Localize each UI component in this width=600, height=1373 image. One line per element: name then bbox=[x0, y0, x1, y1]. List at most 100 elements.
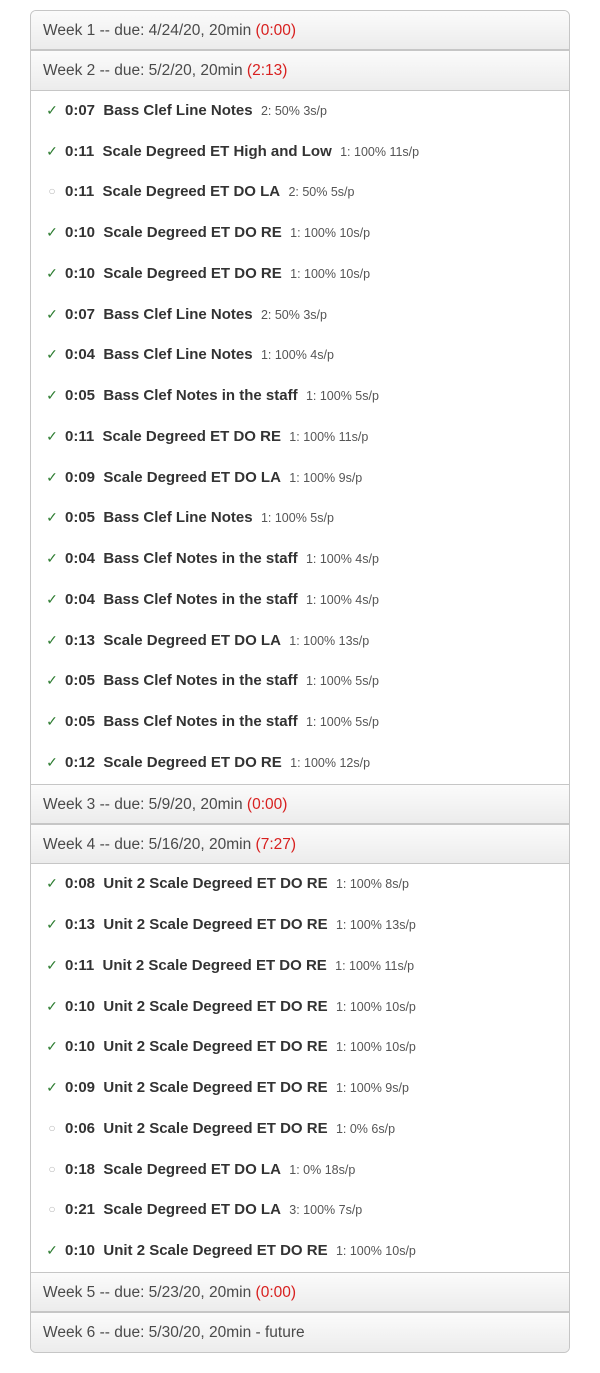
exercise-row[interactable]: ✓0:10 Scale Degreed ET DO RE 1: 100% 10s… bbox=[31, 213, 569, 254]
check-icon: ✓ bbox=[45, 509, 59, 527]
exercise-time: 0:07 bbox=[65, 306, 95, 323]
exercise-time: 0:12 bbox=[65, 754, 95, 771]
week-header[interactable]: Week 3 -- due: 5/9/20, 20min (0:00) bbox=[31, 784, 569, 824]
check-icon: ✓ bbox=[45, 672, 59, 690]
exercise-stats: 1: 100% 10s/p bbox=[336, 1000, 416, 1014]
exercise-time: 0:07 bbox=[65, 102, 95, 119]
exercise-time: 0:10 bbox=[65, 265, 95, 282]
exercise-time: 0:09 bbox=[65, 1079, 95, 1096]
exercise-row[interactable]: ✓0:05 Bass Clef Notes in the staff 1: 10… bbox=[31, 702, 569, 743]
check-icon: ✓ bbox=[45, 754, 59, 772]
exercise-title: Unit 2 Scale Degreed ET DO RE bbox=[103, 998, 327, 1015]
exercise-row[interactable]: ✓0:10 Unit 2 Scale Degreed ET DO RE 1: 1… bbox=[31, 1231, 569, 1272]
exercise-stats: 1: 100% 10s/p bbox=[290, 267, 370, 281]
exercise-time: 0:11 bbox=[65, 183, 94, 200]
exercise-title: Bass Clef Line Notes bbox=[103, 102, 252, 119]
exercise-title: Unit 2 Scale Degreed ET DO RE bbox=[103, 1242, 327, 1259]
week-header[interactable]: Week 6 -- due: 5/30/20, 20min - future bbox=[31, 1312, 569, 1351]
exercise-time: 0:06 bbox=[65, 1120, 95, 1137]
exercise-stats: 1: 100% 9s/p bbox=[289, 471, 362, 485]
exercise-time: 0:10 bbox=[65, 1038, 95, 1055]
week-header[interactable]: Week 5 -- due: 5/23/20, 20min (0:00) bbox=[31, 1272, 569, 1312]
check-icon: ✓ bbox=[45, 387, 59, 405]
exercise-time: 0:13 bbox=[65, 916, 95, 933]
exercise-row[interactable]: ○0:18 Scale Degreed ET DO LA 1: 0% 18s/p bbox=[31, 1150, 569, 1191]
check-icon: ✓ bbox=[45, 224, 59, 242]
exercise-row[interactable]: ✓0:13 Scale Degreed ET DO LA 1: 100% 13s… bbox=[31, 621, 569, 662]
exercise-stats: 1: 100% 13s/p bbox=[289, 634, 369, 648]
exercise-row[interactable]: ✓0:12 Scale Degreed ET DO RE 1: 100% 12s… bbox=[31, 743, 569, 784]
exercise-stats: 2: 50% 5s/p bbox=[288, 185, 354, 199]
circle-icon: ○ bbox=[45, 1163, 59, 1175]
exercise-row[interactable]: ✓0:07 Bass Clef Line Notes 2: 50% 3s/p bbox=[31, 295, 569, 336]
exercise-title: Unit 2 Scale Degreed ET DO RE bbox=[103, 1120, 327, 1137]
exercise-stats: 1: 100% 13s/p bbox=[336, 918, 416, 932]
exercise-row[interactable]: ○ 0:06 Unit 2 Scale Degreed ET DO RE 1: 0… bbox=[31, 1109, 569, 1150]
exercise-stats: 1: 100% 11s/p bbox=[289, 430, 368, 444]
week-header[interactable]: Week 4 -- due: 5/16/20, 20min (7:27) bbox=[31, 824, 569, 864]
exercise-row[interactable]: ✓0:04 Bass Clef Notes in the staff 1: 10… bbox=[31, 539, 569, 580]
exercise-row[interactable]: ✓ 0:11 Scale Degreed ET DO RE 1: 100% 11s… bbox=[31, 417, 569, 458]
exercise-title: Bass Clef Line Notes bbox=[103, 509, 252, 526]
exercise-time: 0:11 bbox=[65, 428, 94, 445]
exercise-row[interactable]: ○0:21 Scale Degreed ET DO LA 3: 100% 7s/… bbox=[31, 1190, 569, 1231]
exercise-row[interactable]: ✓0:05 Bass Clef Notes in the staff 1: 10… bbox=[31, 376, 569, 417]
exercise-title: Unit 2 Scale Degreed ET DO RE bbox=[103, 1079, 327, 1096]
exercise-title: Scale Degreed ET DO LA bbox=[103, 1161, 281, 1178]
week-header-time: (2:13) bbox=[247, 62, 288, 79]
exercise-row[interactable]: ✓0:04 Bass Clef Notes in the staff 1: 10… bbox=[31, 580, 569, 621]
exercise-row[interactable]: ✓0:11 Scale Degreed ET High and Low 1: 1… bbox=[31, 132, 569, 173]
exercise-row[interactable]: ✓ 0:07 Bass Clef Line Notes 2: 50% 3s/p bbox=[31, 91, 569, 132]
check-icon: ✓ bbox=[45, 957, 59, 975]
exercise-stats: 2: 50% 3s/p bbox=[261, 308, 327, 322]
check-icon: ✓ bbox=[45, 550, 59, 568]
check-icon: ✓ bbox=[45, 632, 59, 650]
week-header[interactable]: Week 2 -- due: 5/2/20, 20min (2:13) bbox=[31, 50, 569, 90]
circle-icon: ○ bbox=[45, 1203, 59, 1215]
exercise-row[interactable]: ○0:11 Scale Degreed ET DO LA 2: 50% 5s/p bbox=[31, 172, 569, 213]
exercise-row[interactable]: ✓0:13 Unit 2 Scale Degreed ET DO RE 1: 1… bbox=[31, 905, 569, 946]
check-icon: ✓ bbox=[45, 102, 59, 120]
exercise-title: Scale Degreed ET DO LA bbox=[103, 469, 281, 486]
exercise-row[interactable]: ✓0:05 Bass Clef Line Notes 1: 100% 5s/p bbox=[31, 498, 569, 539]
exercise-title: Unit 2 Scale Degreed ET DO RE bbox=[103, 1038, 327, 1055]
exercise-row[interactable]: ✓0:11 Unit 2 Scale Degreed ET DO RE 1: 1… bbox=[31, 946, 569, 987]
week-header-time: (0:00) bbox=[256, 22, 297, 39]
exercise-title: Unit 2 Scale Degreed ET DO RE bbox=[103, 875, 327, 892]
exercise-title: Bass Clef Line Notes bbox=[103, 346, 252, 363]
exercise-row[interactable]: ✓0:10 Unit 2 Scale Degreed ET DO RE 1: 1… bbox=[31, 1027, 569, 1068]
exercise-time: 0:09 bbox=[65, 469, 95, 486]
exercise-time: 0:08 bbox=[65, 875, 95, 892]
check-icon: ✓ bbox=[45, 916, 59, 934]
week-header-label: Week 4 -- due: 5/16/20, 20min bbox=[43, 836, 256, 853]
exercise-stats: 1: 100% 5s/p bbox=[306, 389, 379, 403]
exercise-row[interactable]: ✓0:08 Unit 2 Scale Degreed ET DO RE 1: 1… bbox=[31, 864, 569, 905]
exercise-row[interactable]: ✓0:09 Scale Degreed ET DO LA 1: 100% 9s/… bbox=[31, 458, 569, 499]
check-icon: ✓ bbox=[45, 428, 59, 446]
exercise-row[interactable]: ✓0:05 Bass Clef Notes in the staff 1: 10… bbox=[31, 661, 569, 702]
exercise-stats: 2: 50% 3s/p bbox=[261, 104, 327, 118]
exercise-title: Bass Clef Notes in the staff bbox=[103, 550, 297, 567]
exercise-time: 0:11 bbox=[65, 143, 94, 160]
exercise-time: 0:10 bbox=[65, 1242, 95, 1259]
exercise-title: Scale Degreed ET DO LA bbox=[103, 632, 281, 649]
week-header[interactable]: Week 1 -- due: 4/24/20, 20min (0:00) bbox=[31, 11, 569, 50]
week-header-label: Week 1 -- due: 4/24/20, 20min bbox=[43, 22, 256, 39]
circle-icon: ○ bbox=[45, 185, 59, 197]
exercise-title: Bass Clef Notes in the staff bbox=[103, 591, 297, 608]
circle-icon: ○ bbox=[45, 1122, 59, 1134]
exercise-row[interactable]: ✓0:04 Bass Clef Line Notes 1: 100% 4s/p bbox=[31, 335, 569, 376]
check-icon: ✓ bbox=[45, 591, 59, 609]
exercise-title: Scale Degreed ET DO RE bbox=[103, 265, 281, 282]
exercise-row[interactable]: ✓0:10 Scale Degreed ET DO RE 1: 100% 10s… bbox=[31, 254, 569, 295]
week-header-label: Week 3 -- due: 5/9/20, 20min bbox=[43, 796, 247, 813]
exercise-stats: 1: 100% 5s/p bbox=[306, 715, 379, 729]
exercise-row[interactable]: ✓0:10 Unit 2 Scale Degreed ET DO RE 1: 1… bbox=[31, 987, 569, 1028]
exercise-stats: 1: 0% 6s/p bbox=[336, 1122, 395, 1136]
check-icon: ✓ bbox=[45, 1038, 59, 1056]
exercise-row[interactable]: ✓0:09 Unit 2 Scale Degreed ET DO RE 1: 1… bbox=[31, 1068, 569, 1109]
week-header-time: (0:00) bbox=[256, 1284, 297, 1301]
exercise-title: Scale Degreed ET DO RE bbox=[103, 428, 281, 445]
exercise-stats: 1: 100% 11s/p bbox=[335, 959, 414, 973]
exercise-stats: 3: 100% 7s/p bbox=[289, 1203, 362, 1217]
